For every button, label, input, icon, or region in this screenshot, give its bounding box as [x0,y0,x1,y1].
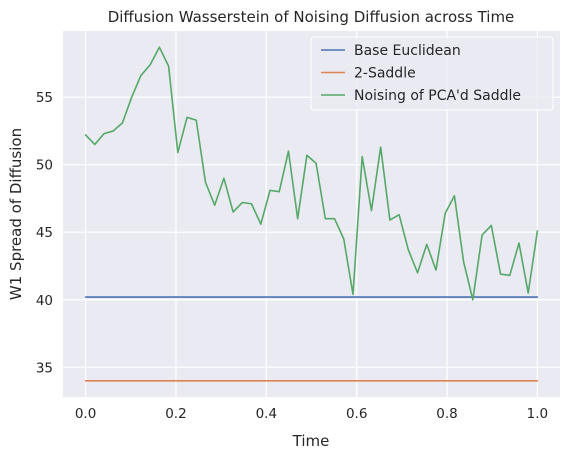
series-line-2 [84,46,539,301]
legend-label-1: 2-Saddle [354,66,416,82]
y-tick-label: 55 [36,90,53,106]
legend-label-0: Base Euclidean [354,43,461,59]
x-tick-label: 0.8 [436,406,457,422]
y-tick-label: 45 [36,225,53,241]
y-tick-label: 35 [36,360,53,376]
x-tick-label: 0.2 [165,406,186,422]
x-tick-label: 1.0 [527,406,548,422]
legend-box [310,36,554,111]
x-tick-labels: 0.0 0.2 0.4 0.6 0.8 1.0 [75,406,548,422]
y-axis-label: W1 Spread of Diffusion [7,128,25,300]
x-tick-label: 0.0 [75,406,96,422]
series-group [84,46,539,382]
y-tick-labels: 35 40 45 50 55 [36,90,53,376]
legend: Base Euclidean 2-Saddle Noising of PCA'd S… [310,36,554,111]
y-tick-label: 50 [36,158,53,174]
x-axis-label: Time [292,432,330,450]
x-tick-label: 0.6 [346,406,367,422]
chart-title: Diffusion Wasserstein of Noising Diffusi… [108,8,515,26]
x-tick-label: 0.4 [256,406,277,422]
legend-label-2: Noising of PCA'd Saddle [354,88,521,104]
y-tick-label: 40 [36,293,53,309]
